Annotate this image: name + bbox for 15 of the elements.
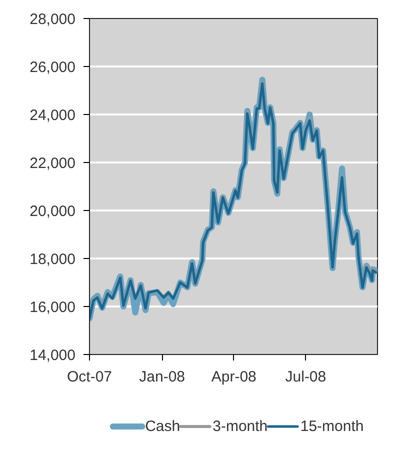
x-tick-label: Apr-08 xyxy=(211,368,256,386)
y-tick-label: 14,000 xyxy=(30,347,76,364)
y-tick-label: 18,000 xyxy=(30,251,76,268)
y-tick-label: 20,000 xyxy=(30,203,76,220)
y-tick-label: 24,000 xyxy=(30,107,76,124)
x-tick-label: Oct-07 xyxy=(66,368,112,386)
y-tick-label: 28,000 xyxy=(30,11,76,28)
y-tick-label: 22,000 xyxy=(30,155,76,172)
legend-label: Cash xyxy=(145,418,180,435)
x-tick-label: Jan-08 xyxy=(139,368,186,386)
y-tick-label: 26,000 xyxy=(30,59,76,76)
legend-label: 3-month xyxy=(212,418,268,435)
legend-label: 15-month xyxy=(300,418,364,435)
y-tick-label: 16,000 xyxy=(30,299,76,316)
x-tick-label: Jul-08 xyxy=(285,368,326,386)
